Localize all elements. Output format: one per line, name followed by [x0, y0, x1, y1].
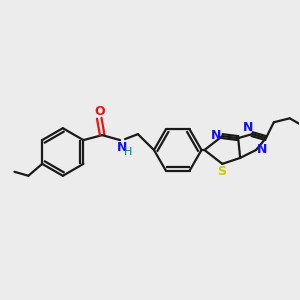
Text: N: N [257, 142, 267, 155]
Text: N: N [243, 121, 253, 134]
Text: H: H [124, 147, 132, 157]
Text: N: N [117, 140, 127, 154]
Text: N: N [211, 129, 222, 142]
Text: O: O [94, 105, 105, 118]
Text: S: S [217, 165, 226, 178]
